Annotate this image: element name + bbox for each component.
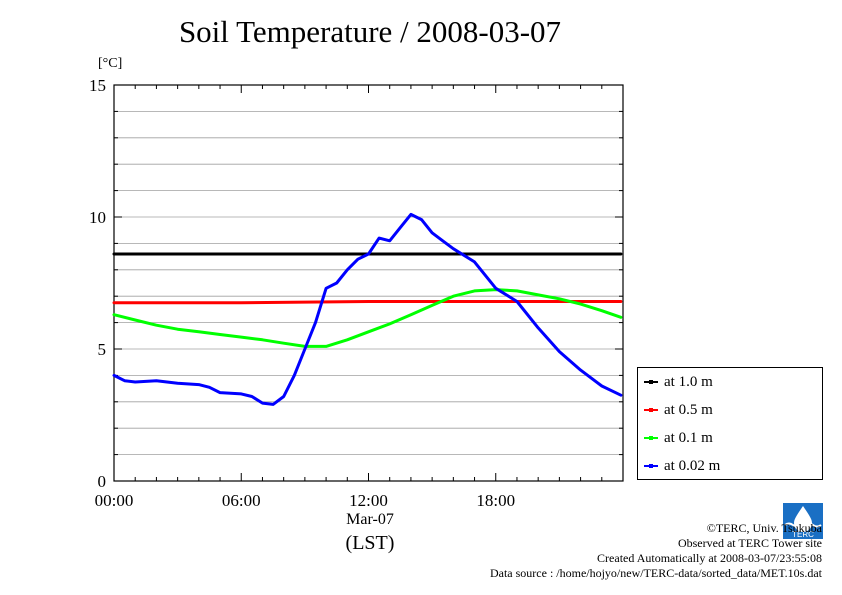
x-tick-label: 12:00 [349,491,388,510]
legend-label: at 1.0 m [664,373,713,390]
legend-swatch [644,436,658,440]
legend-label: at 0.5 m [664,401,713,418]
data-source-text: Data source : /home/hojyo/new/TERC-data/… [489,566,822,580]
site-text: Observed at TERC Tower site [677,536,822,550]
x-axis-date-label: Mar-07 [346,511,394,528]
chart-title: Soil Temperature / 2008-03-07 [178,14,562,49]
x-tick-label: 18:00 [476,491,515,510]
legend-label: at 0.02 m [664,457,721,474]
x-tick-label: 00:00 [95,491,134,510]
legend-item: at 1.0 m [644,372,713,392]
legend-item: at 0.5 m [644,400,713,420]
x-tick-label: 06:00 [222,491,261,510]
series-line [112,212,623,406]
legend: at 1.0 m at 0.5 m at 0.1 m at 0.02 m [637,367,823,480]
y-tick-label: 10 [89,208,106,227]
legend-swatch [644,408,658,412]
logo-text: TERC [792,530,814,539]
legend-item: at 0.02 m [644,456,720,476]
x-axis-title: (LST) [345,532,395,554]
wave-icon [784,522,822,528]
credits: ©TERC, Univ. Tsukuba Observed at TERC To… [490,521,822,581]
created-text: Created Automatically at 2008-03-07/23:5… [597,551,822,565]
legend-swatch [644,464,658,468]
plot-frame [113,84,624,482]
series-line [112,300,623,305]
series-line [112,288,623,348]
terc-logo: TERC [783,503,823,539]
y-tick-label: 5 [98,340,107,359]
y-tick-label: 0 [98,472,107,491]
copyright-text: ©TERC, Univ. Tsukuba [706,521,822,535]
y-tick-label: 15 [89,76,106,95]
legend-swatch [644,380,658,384]
legend-item: at 0.1 m [644,428,713,448]
y-axis-unit: [°C] [98,56,123,71]
legend-label: at 0.1 m [664,429,713,446]
